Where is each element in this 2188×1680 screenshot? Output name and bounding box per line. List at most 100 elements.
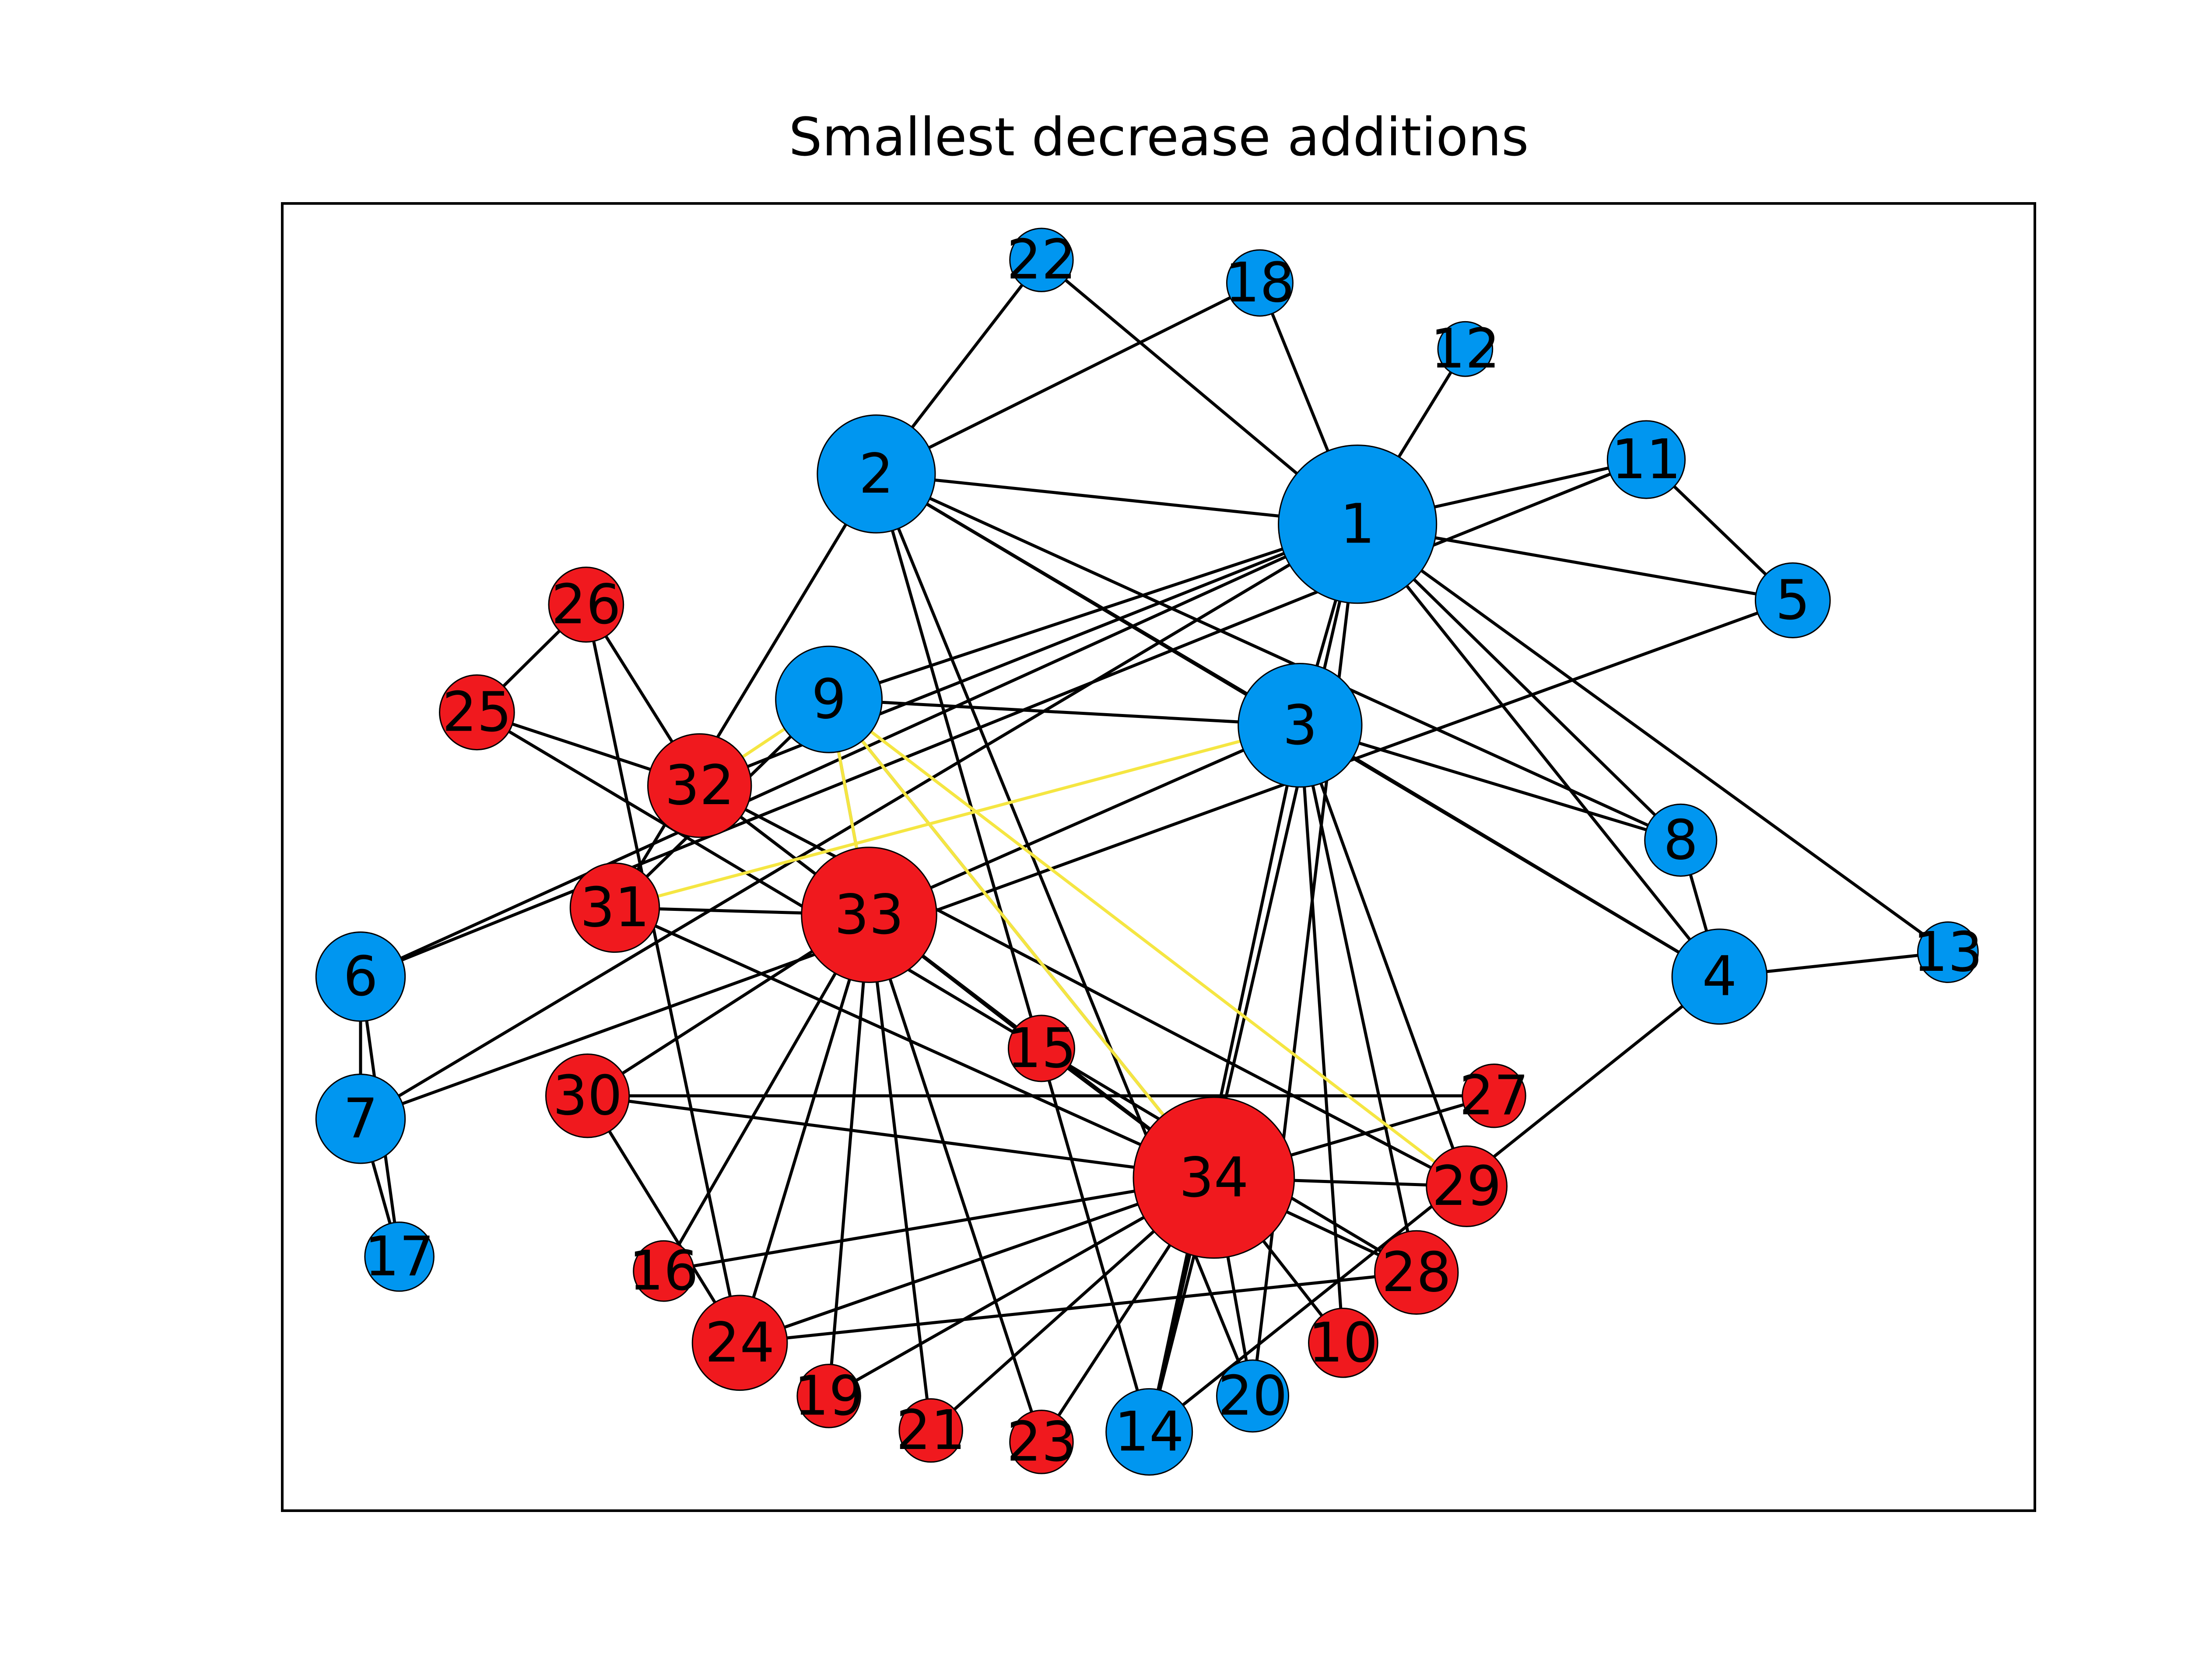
node-7: 7: [315, 1073, 406, 1164]
node-circle-30: [545, 1054, 630, 1138]
node-9: 9: [775, 645, 883, 753]
node-label-12: 12: [1431, 317, 1500, 381]
edge-23-33: [867, 913, 1043, 1444]
edge-1-7: [359, 522, 1359, 1120]
edge-16-34: [662, 1176, 1216, 1273]
edge-1-2: [874, 472, 1359, 526]
node-30: 30: [545, 1054, 630, 1138]
node-circle-25: [439, 674, 515, 751]
node-circle-28: [1374, 1230, 1459, 1315]
node-14: 14: [1105, 1388, 1193, 1476]
node-15: 15: [1006, 1015, 1076, 1082]
node-label-1: 1: [1340, 493, 1375, 556]
node-22: 22: [1006, 228, 1076, 292]
node-16: 16: [629, 1239, 698, 1303]
node-label-31: 31: [580, 876, 649, 939]
node-2: 2: [817, 414, 936, 534]
node-circle-8: [1644, 803, 1718, 877]
node-circle-6: [315, 931, 406, 1022]
edge-24-33: [738, 913, 871, 1344]
node-20: 20: [1216, 1359, 1290, 1433]
node-circle-17: [364, 1222, 435, 1292]
node-label-23: 23: [1006, 1410, 1076, 1474]
node-label-2: 2: [859, 442, 894, 506]
node-circle-32: [647, 733, 752, 838]
edge-1-13: [1356, 522, 1950, 954]
edge-2-14: [874, 472, 1151, 1434]
edge-1-9: [827, 522, 1359, 701]
edge-19-33: [827, 913, 871, 1398]
edge-24-34: [738, 1176, 1216, 1344]
node-label-29: 29: [1432, 1155, 1501, 1218]
node-33: 33: [801, 847, 937, 983]
node-label-15: 15: [1006, 1017, 1076, 1080]
edge-24-26: [584, 603, 742, 1344]
plot-frame: [281, 202, 2036, 1512]
node-24: 24: [691, 1295, 788, 1391]
node-34: 34: [1133, 1096, 1295, 1259]
edge-3-33: [867, 724, 1302, 917]
node-circle-3: [1238, 663, 1363, 788]
node-circle-5: [1754, 562, 1831, 639]
node-17: 17: [364, 1222, 435, 1292]
node-circle-29: [1426, 1145, 1508, 1227]
node-circle-2: [817, 414, 936, 534]
node-label-5: 5: [1775, 569, 1810, 632]
node-26: 26: [548, 567, 624, 643]
node-label-16: 16: [629, 1239, 698, 1303]
node-label-20: 20: [1218, 1364, 1287, 1428]
edge-3-14: [1147, 724, 1302, 1434]
node-8: 8: [1644, 803, 1718, 877]
edge-24-28: [738, 1270, 1418, 1344]
edge-5-7: [359, 598, 1795, 1120]
node-label-4: 4: [1702, 945, 1737, 1008]
node-21: 21: [896, 1398, 966, 1463]
node-circle-11: [1606, 420, 1686, 499]
node-18: 18: [1225, 249, 1294, 317]
node-circle-26: [548, 567, 624, 643]
node-28: 28: [1374, 1230, 1459, 1315]
edge-3-28: [1298, 724, 1418, 1274]
added-edges-layer: [613, 698, 1469, 1188]
node-circle-27: [1462, 1063, 1526, 1128]
edge-1-4: [1356, 522, 1721, 978]
node-11: 11: [1606, 420, 1686, 499]
node-circle-34: [1133, 1096, 1295, 1259]
node-circle-33: [801, 847, 937, 983]
node-29: 29: [1426, 1145, 1508, 1227]
node-label-25: 25: [442, 681, 512, 744]
edge-3-9: [827, 698, 1302, 727]
node-label-11: 11: [1611, 428, 1681, 491]
edge-24-30: [586, 1094, 742, 1344]
node-label-18: 18: [1225, 251, 1294, 315]
node-circle-10: [1308, 1308, 1378, 1378]
node-label-13: 13: [1913, 920, 1983, 984]
node-25: 25: [439, 674, 515, 751]
edge-3-29: [1298, 724, 1469, 1188]
chart-title: Smallest decrease additions: [789, 107, 1529, 168]
edge-3-10: [1298, 724, 1345, 1344]
node-10: 10: [1308, 1308, 1378, 1378]
node-circle-12: [1437, 321, 1494, 377]
node-label-9: 9: [811, 668, 846, 731]
node-27: 27: [1459, 1063, 1529, 1128]
node-label-22: 22: [1006, 228, 1076, 292]
added-edge-9-29: [827, 698, 1469, 1188]
node-label-3: 3: [1283, 693, 1318, 757]
node-label-14: 14: [1115, 1400, 1184, 1463]
node-12: 12: [1431, 317, 1500, 381]
edge-2-31: [613, 472, 878, 910]
node-circle-20: [1216, 1359, 1290, 1433]
node-label-10: 10: [1308, 1311, 1378, 1375]
node-circle-9: [775, 645, 883, 753]
node-circle-13: [1917, 921, 1979, 983]
node-label-19: 19: [794, 1364, 864, 1428]
node-label-33: 33: [835, 883, 904, 947]
node-circle-23: [1009, 1410, 1074, 1474]
edge-30-34: [586, 1094, 1216, 1180]
node-label-32: 32: [665, 754, 734, 817]
node-circle-15: [1007, 1015, 1075, 1082]
added-edge-9-34: [827, 698, 1216, 1180]
